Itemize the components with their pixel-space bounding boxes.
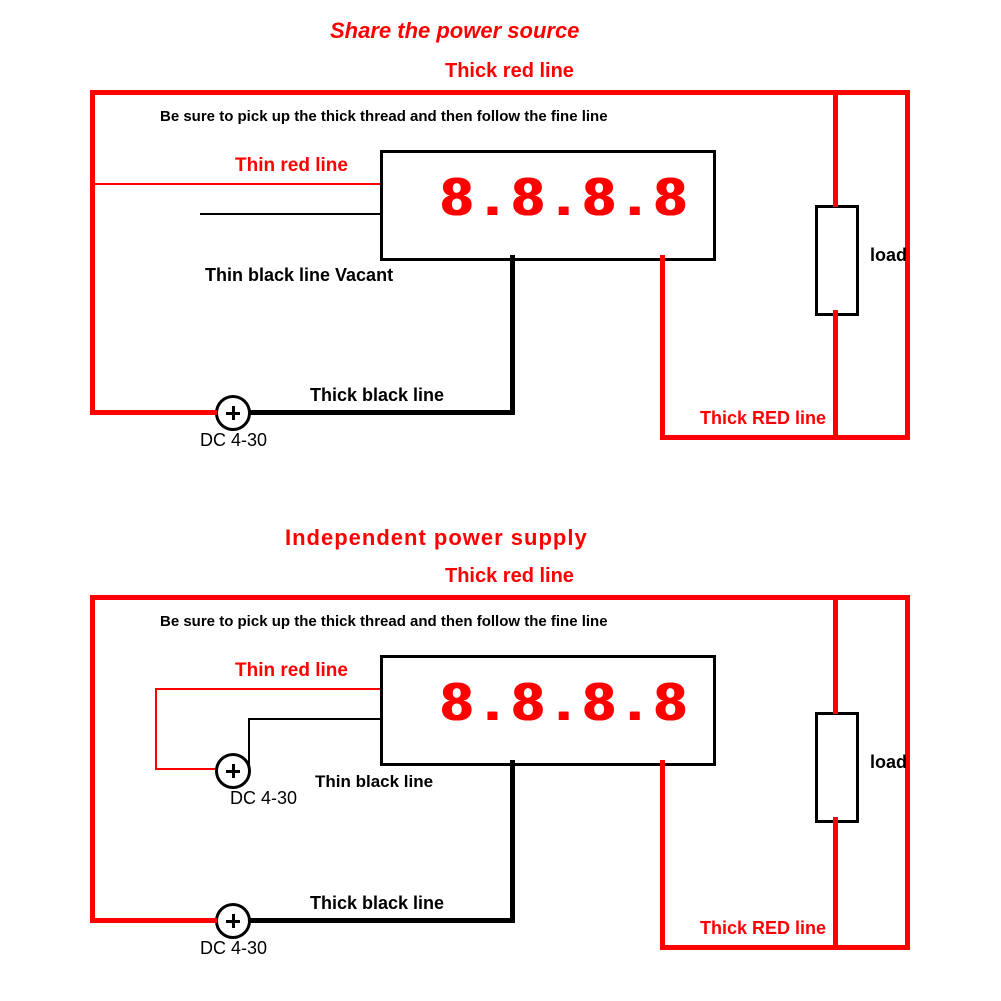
d2-thin-black-wire — [248, 718, 380, 720]
diagram1-instruction: Be sure to pick up the thick thread and … — [160, 108, 608, 125]
d1-load-label: load — [870, 245, 907, 266]
d2-thick-red-bottom-label: Thick RED line — [700, 918, 826, 939]
d2-thin-black-short — [248, 718, 250, 768]
d1-dc-label: DC 4-30 — [200, 430, 267, 451]
d1-thick-red-bottom-label: Thick RED line — [700, 408, 826, 429]
wiring-diagrams: Share the power source Thick red line Be… — [0, 0, 1001, 1001]
d1-display-value: 8.8.8.8 — [440, 168, 689, 232]
d2-load-connect-top — [833, 595, 838, 714]
d1-display-black-down — [510, 255, 515, 412]
d2-power-source-1 — [215, 753, 251, 789]
d1-top-wire — [90, 90, 910, 95]
d1-power-source — [215, 395, 251, 431]
d2-power-source-2 — [215, 903, 251, 939]
diagram1-title: Share the power source — [330, 18, 579, 44]
d2-display-red-down — [660, 760, 665, 945]
diagram1-thick-red-top-label: Thick red line — [445, 60, 574, 83]
d2-thin-red-label: Thin red line — [235, 660, 348, 682]
d1-thin-black-wire — [200, 213, 380, 215]
d2-display-value: 8.8.8.8 — [440, 673, 689, 737]
d1-left-wire — [90, 90, 95, 415]
d1-left-to-power — [90, 410, 217, 415]
d2-bottom-red-wire — [660, 945, 910, 950]
d1-thin-red-label: Thin red line — [235, 155, 348, 177]
d2-thin-red-to-power — [155, 768, 217, 770]
d1-thick-black-label: Thick black line — [310, 385, 444, 406]
diagram2-thick-red-top-label: Thick red line — [445, 565, 574, 588]
d2-load-connect-bottom — [833, 817, 838, 950]
d1-load — [815, 205, 859, 316]
d2-thick-black-label: Thick black line — [310, 893, 444, 914]
d2-load — [815, 712, 859, 823]
diagram2-title: Independent power supply — [285, 525, 588, 551]
d2-display-black-down — [510, 760, 515, 920]
diagram2-instruction: Be sure to pick up the thick thread and … — [160, 613, 608, 630]
d2-thin-red-wire-top — [155, 688, 380, 690]
d2-top-wire — [90, 595, 910, 600]
d2-thick-black-wire — [245, 918, 515, 923]
d2-dc-label-1: DC 4-30 — [230, 788, 297, 809]
d2-load-label: load — [870, 752, 907, 773]
d1-thick-black-wire — [245, 410, 515, 415]
d2-left-wire — [90, 595, 95, 923]
d2-thin-black-label: Thin black line — [315, 772, 433, 792]
d2-thin-red-wire-down — [155, 688, 157, 768]
d1-load-connect-bottom — [833, 310, 838, 440]
d1-display-red-down — [660, 255, 665, 440]
d1-bottom-red-wire — [660, 435, 910, 440]
d1-load-connect-top — [833, 90, 838, 207]
d1-thin-black-label: Thin black line Vacant — [205, 265, 393, 286]
d1-thin-red-wire — [92, 183, 380, 185]
d2-dc-label-2: DC 4-30 — [200, 938, 267, 959]
d2-left-to-power — [90, 918, 217, 923]
